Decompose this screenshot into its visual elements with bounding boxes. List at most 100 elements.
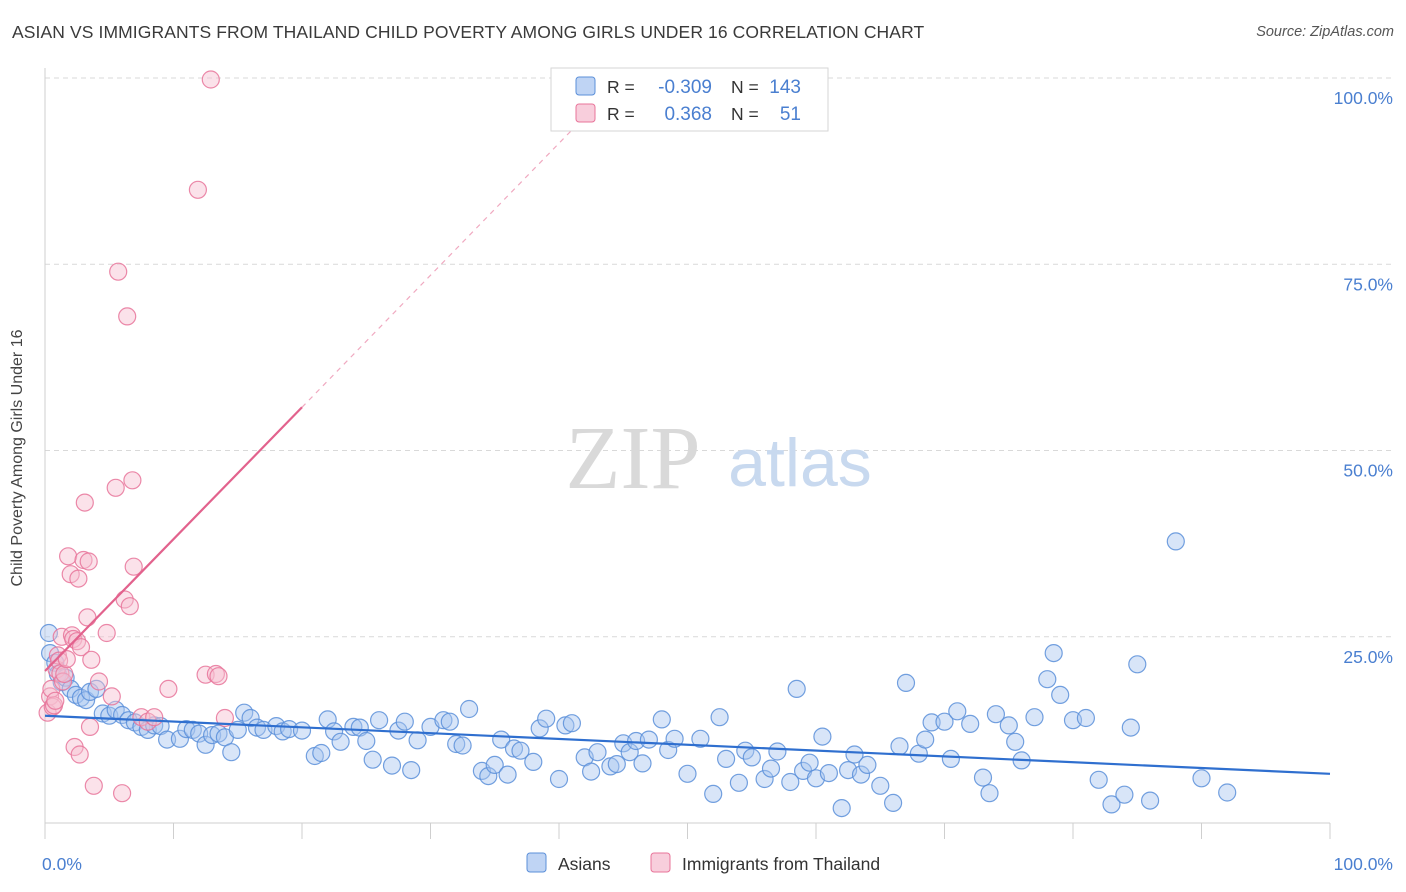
point-asians — [980, 784, 999, 803]
point-thailand — [84, 776, 103, 795]
point-asians — [434, 711, 453, 730]
point-asians — [729, 773, 749, 792]
point-thailand — [206, 664, 225, 684]
point-asians — [524, 752, 543, 772]
tick-labels: 100.0% 75.0% 50.0% 25.0% 0.0% 100.0% — [42, 88, 1393, 874]
point-asians — [479, 766, 498, 786]
point-thailand — [78, 608, 97, 627]
point-asians — [549, 769, 569, 789]
point-asians — [1192, 769, 1211, 788]
point-thailand — [69, 569, 88, 588]
point-asians — [498, 765, 517, 784]
point-asians — [633, 754, 652, 773]
point-thailand — [89, 672, 109, 691]
point-asians — [1044, 643, 1063, 663]
legend-swatch-thailand — [575, 103, 596, 123]
point-thailand — [124, 557, 143, 576]
point-asians — [800, 753, 819, 772]
point-asians — [755, 769, 774, 789]
watermark-zip: ZIP — [566, 409, 701, 508]
point-asians — [607, 754, 626, 774]
bottom-legend-swatch-asians — [526, 852, 547, 873]
point-asians — [363, 750, 382, 769]
point-asians — [1128, 655, 1147, 674]
point-asians — [652, 710, 671, 729]
chart-title: ASIAN VS IMMIGRANTS FROM THAILAND CHILD … — [12, 22, 925, 42]
point-thailand — [97, 623, 116, 643]
point-asians — [196, 735, 215, 754]
bottom-legend-swatch-thailand — [650, 852, 671, 873]
point-asians — [1051, 685, 1070, 705]
trendline-asians — [44, 714, 1331, 775]
legend-swatch-asians — [575, 76, 596, 96]
point-thailand — [215, 708, 234, 728]
point-asians — [948, 702, 967, 721]
point-asians — [581, 762, 601, 781]
correlation-legend: R = -0.309 N = 143 R = 0.368 N = 51 — [550, 67, 829, 132]
point-asians — [620, 743, 639, 762]
y-tick-label: 100.0% — [1334, 88, 1393, 108]
trendline-thailand-extension — [301, 123, 579, 408]
point-asians — [312, 743, 331, 763]
point-asians — [845, 745, 864, 764]
point-asians — [382, 756, 402, 775]
x-tick-label: 0.0% — [42, 854, 82, 874]
gridlines — [45, 77, 1392, 638]
point-asians — [871, 776, 890, 795]
point-asians — [530, 719, 549, 738]
point-asians — [325, 722, 344, 741]
point-asians — [858, 755, 877, 775]
point-asians — [1038, 670, 1057, 689]
point-asians — [813, 727, 832, 746]
point-asians — [922, 713, 941, 732]
point-thailand — [209, 667, 228, 686]
trendline-thailand — [44, 406, 303, 672]
point-asians — [851, 765, 871, 784]
legend-r-label-thailand: R = — [607, 104, 635, 124]
point-thailand — [58, 547, 78, 566]
legend-r-label-asians: R = — [607, 77, 635, 97]
point-asians — [986, 705, 1006, 724]
point-asians — [1121, 718, 1140, 737]
point-asians — [761, 759, 781, 778]
point-asians — [961, 714, 980, 734]
point-asians — [331, 732, 350, 751]
point-asians — [742, 748, 761, 767]
point-asians — [485, 755, 504, 775]
point-asians — [537, 709, 556, 728]
point-asians — [639, 730, 659, 749]
point-asians — [370, 711, 389, 730]
point-asians — [453, 736, 472, 755]
x-tick-label: 100.0% — [1334, 854, 1393, 874]
point-asians — [781, 772, 800, 792]
y-tick-label: 25.0% — [1343, 647, 1393, 667]
point-thailand — [201, 70, 220, 89]
point-thailand — [188, 180, 207, 199]
source-credit: Source: ZipAtlas.com — [1256, 24, 1394, 40]
point-asians — [1102, 795, 1121, 814]
point-asians — [1089, 770, 1108, 789]
point-asians — [710, 708, 729, 727]
point-thailand — [53, 672, 73, 691]
point-asians — [395, 712, 414, 731]
point-asians — [66, 685, 85, 705]
point-asians — [999, 716, 1018, 735]
point-thailand — [106, 478, 125, 497]
axes — [44, 68, 1331, 839]
point-asians — [1115, 785, 1134, 804]
point-asians — [787, 679, 806, 699]
point-thailand — [79, 552, 98, 571]
point-asians — [832, 798, 851, 818]
bottom-legend-label-asians: Asians — [558, 854, 611, 874]
point-thailand — [82, 650, 101, 669]
point-thailand — [57, 649, 76, 669]
point-thailand — [145, 708, 164, 727]
point-asians — [935, 712, 954, 731]
point-asians — [883, 793, 903, 813]
point-asians — [768, 742, 787, 761]
legend-r-value-thailand: 0.368 — [664, 104, 712, 125]
point-asians — [292, 721, 312, 740]
point-asians — [1076, 708, 1096, 728]
point-asians — [1218, 783, 1237, 802]
